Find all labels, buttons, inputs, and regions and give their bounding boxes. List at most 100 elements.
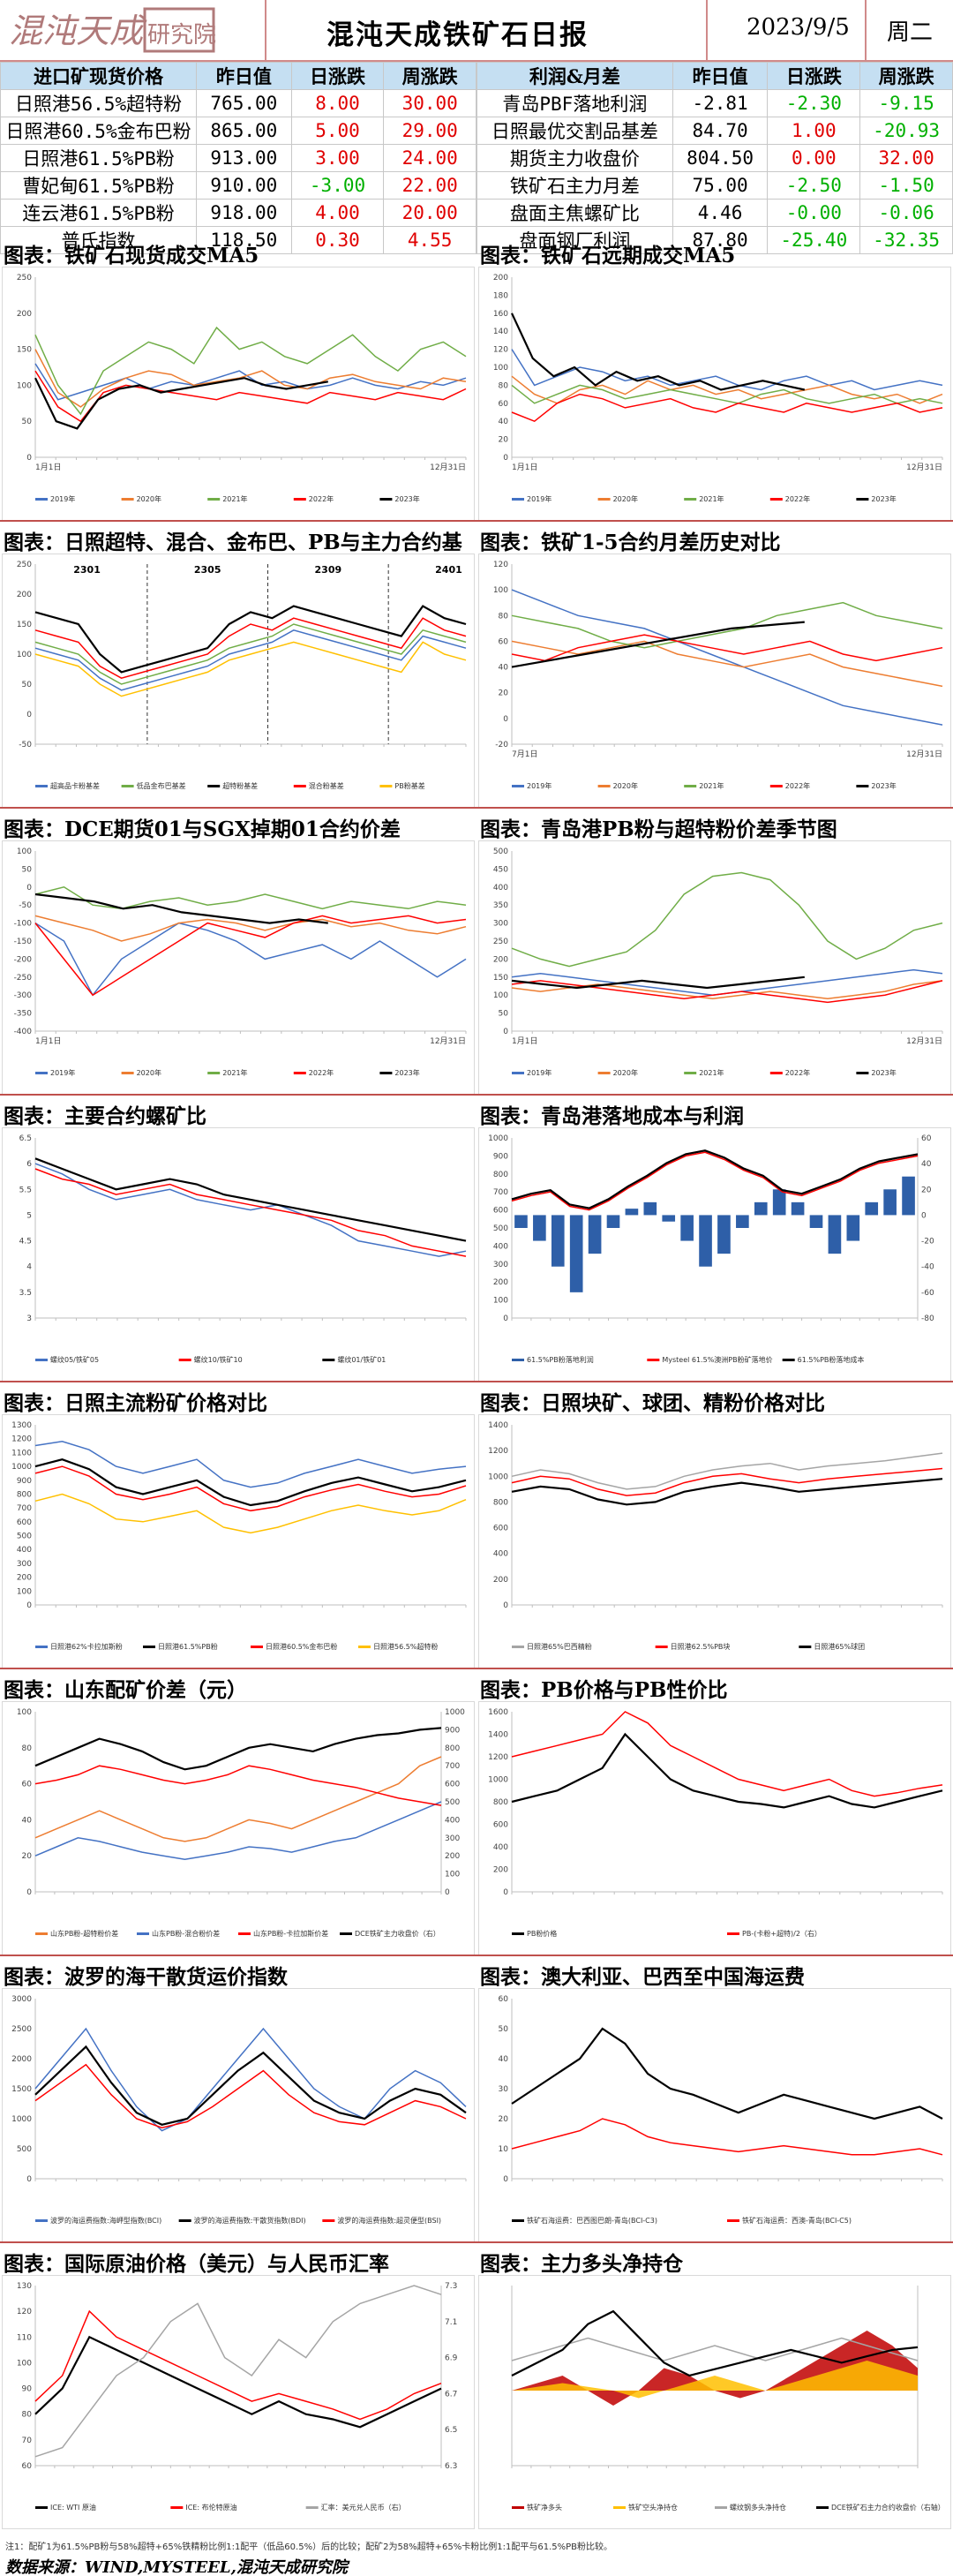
legend-label: 混合粉基差 [309,781,344,790]
chart-panel: 图表：澳大利亚、巴西至中国海运费 0 10 20 30 40 50 60 铁矿石海运费：巴西图巴… [476,1960,953,2247]
series-line [511,634,943,662]
legend-label: 超高品卡粉基差 [50,781,100,790]
svg-text:混沌天成: 混沌天成 [9,11,147,50]
bar-mark [625,1209,639,1216]
series-line [34,1801,442,1861]
series-line [511,313,806,391]
y2-tick-label: 200 [445,1852,460,1861]
table-cell-week: -9.15 [859,89,953,117]
chart-panel: 图表：铁矿石现货成交MA5 0 50 100 150 200 250 1月1日 12月31日 20… [0,238,476,525]
y-tick-label: 200 [493,1576,508,1585]
chart-title: 图表：铁矿1-5合约月差历史对比 [480,531,781,554]
chart-title: 图表：PB价格与PB性价比 [480,1678,728,1702]
series-line [511,1452,943,1490]
series-line [511,2027,943,2120]
legend-label: PB-(卡粉+超特)/2（右） [742,1929,822,1938]
series-line [511,640,943,688]
legend-label: 2023年 [394,494,419,503]
table-cell-day: 3.00 [290,144,385,172]
y-tick-label: 120 [493,346,508,355]
y-tick-label: 200 [17,591,32,599]
series-line [34,2309,442,2421]
y-tick-label: 300 [493,920,508,929]
legend-swatch [512,1072,524,1074]
table-cell-name: 日照港61.5%PB粉 [0,144,197,172]
y-tick-label: 500 [493,1224,508,1233]
y-tick-label: 800 [493,1498,508,1507]
table-cell-day: -25.40 [767,226,861,254]
table-cell-name: 日照最优交割品基差 [476,117,673,145]
y-tick-label: 80 [22,2411,33,2420]
y-tick-label: 200 [17,1574,32,1583]
section-divider [0,1381,953,1382]
y-tick-label: 6.5 [19,1134,32,1143]
legend-label: 2021年 [699,1068,724,1077]
legend-label: 2020年 [613,1068,638,1077]
legend-swatch [340,1932,352,1935]
y2-tick-label: 500 [445,1798,460,1807]
report-date: 2023/9/5 [747,14,850,41]
y-tick-label: 20 [499,436,509,445]
series-line [511,975,805,990]
series-line [511,384,943,404]
legend-swatch [35,785,48,787]
legend-swatch [769,1072,783,1074]
y-tick-label: 5.5 [19,1186,32,1194]
legend-swatch [727,2219,739,2222]
chart-svg: 0 50 100 150 200 250 300 350 400 450 500 1月1日 12月31日… [478,840,951,1095]
legend-swatch [512,1359,524,1361]
y2-tick-label: 6.3 [445,2462,457,2471]
table-row: 日照港60.5%金布巴粉 865.00 5.00 29.00 [0,117,476,145]
x-tick-label: 7月1日 [512,749,537,759]
series-line [34,1163,467,1257]
y2-tick-label: 100 [445,1871,460,1879]
y-tick-label: 1100 [11,1449,32,1457]
legend-swatch [684,1072,697,1074]
y-tick-label: 50 [22,865,33,874]
chart-panel: 图表：铁矿石远期成交MA5 0 20 40 60 80 100 120 140 160 180 200… [476,238,953,525]
legend-swatch [322,2219,335,2222]
legend-label: 螺纹钢多头净持仓 [730,2503,786,2512]
bar-mark [902,1176,915,1216]
y-tick-label: 400 [17,1546,32,1555]
series-line [34,629,467,691]
legend-swatch [238,1932,251,1935]
y-tick-label: 130 [17,2282,32,2291]
y-tick-label: 90 [22,2385,33,2394]
table-cell-name: 青岛PBF落地利润 [476,89,673,117]
chart-title: 图表：澳大利亚、巴西至中国海运费 [480,1965,805,1989]
legend-label: 日照港60.5%金布巴粉 [266,1642,337,1651]
y-tick-label: 500 [17,1533,32,1541]
chart-panel: 图表：青岛港落地成本与利润 0 100 200 300 400 500 600 700 800 90… [476,1099,953,1386]
legend-swatch [597,785,611,787]
y-tick-label: 1000 [11,1463,32,1472]
table-cell-name: 盘面钢厂利润 [476,226,673,254]
legend-label: PB粉基差 [394,781,424,790]
series-line [34,2063,467,2128]
legend-swatch [137,1932,149,1935]
table-cell-value: 910.00 [195,171,292,200]
legend-swatch [512,2219,524,2222]
y-tick-label: 300 [493,1261,508,1269]
y-tick-label: 10 [499,2145,509,2154]
y-tick-label: 1000 [11,2115,32,2124]
legend-label: 2020年 [137,494,161,503]
y-tick-label: -350 [14,1010,33,1019]
series-line [511,375,943,404]
legend-label: 日照港62%卡拉加斯粉 [50,1642,123,1651]
y-tick-label: 2000 [11,2055,32,2064]
y-tick-label: 1400 [488,1731,508,1740]
legend-swatch [121,785,134,787]
series-line [511,1711,943,1797]
y-tick-label: 500 [493,847,508,856]
footnote: 注1：配矿1为61.5%PB粉与58%超特+65%铁精粉比例1:1配平（低品60… [5,2542,613,2552]
y-tick-label: 0 [26,1888,32,1897]
y-tick-label: 0 [503,454,508,463]
series-line [34,363,467,401]
legend-swatch [379,498,393,501]
chart-title: 图表：主要合约螺矿比 [4,1104,206,1128]
x-tick-label: 1月1日 [35,1036,61,1046]
legend-swatch [35,2219,48,2222]
legend-label: 2022年 [785,781,810,790]
table-cell-value: 4.46 [672,199,769,227]
